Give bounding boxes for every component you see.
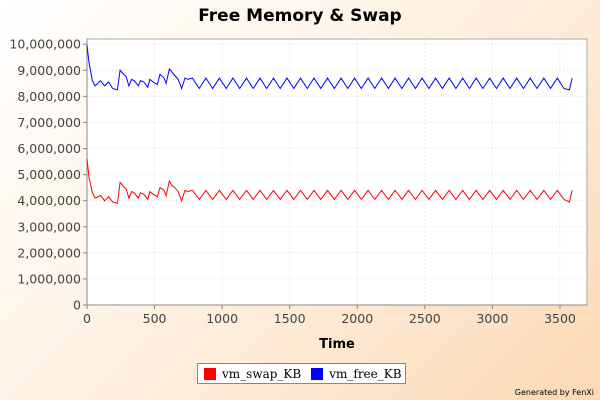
plot-area xyxy=(86,38,588,306)
x-tick-label: 0 xyxy=(83,311,91,326)
chart-title: Free Memory & Swap xyxy=(198,6,402,26)
y-tick-label: 6,000,000 xyxy=(17,141,81,156)
x-tick-label: 2500 xyxy=(409,311,441,326)
y-tick-label: 3,000,000 xyxy=(17,219,81,234)
x-tick-label: 2000 xyxy=(341,311,373,326)
y-tick-label: 5,000,000 xyxy=(17,167,81,182)
x-tick-label: 1500 xyxy=(274,311,306,326)
x-tick-label: 3500 xyxy=(544,311,576,326)
x-tick-label: 500 xyxy=(143,311,167,326)
footer-credit: Generated by FenXi xyxy=(514,388,594,397)
y-tick-label: 1,000,000 xyxy=(17,271,81,286)
legend-item-swap: vm_swap_KB xyxy=(204,367,301,381)
y-tick-label: 4,000,000 xyxy=(17,193,81,208)
y-tick-label: 10,000,000 xyxy=(9,37,81,52)
legend-swatch-free xyxy=(311,367,324,380)
y-tick-label: 8,000,000 xyxy=(17,89,81,104)
x-axis-label: Time xyxy=(319,337,355,352)
x-tick-label: 3000 xyxy=(476,311,508,326)
x-tick-label: 1000 xyxy=(206,311,238,326)
legend: vm_swap_KB vm_free_KB xyxy=(197,363,406,384)
legend-label-swap: vm_swap_KB xyxy=(222,366,302,381)
y-tick-label: 9,000,000 xyxy=(17,63,81,78)
y-tick-label: 0 xyxy=(73,298,81,313)
series-line-vm_swap_KB xyxy=(86,158,573,204)
y-tick-label: 7,000,000 xyxy=(17,115,81,130)
legend-swatch-swap xyxy=(204,367,216,380)
legend-item-free: vm_free_KB xyxy=(311,366,402,381)
legend-label-free: vm_free_KB xyxy=(329,366,402,381)
series-line-vm_free_KB xyxy=(86,45,573,91)
y-tick-label: 2,000,000 xyxy=(17,245,81,260)
